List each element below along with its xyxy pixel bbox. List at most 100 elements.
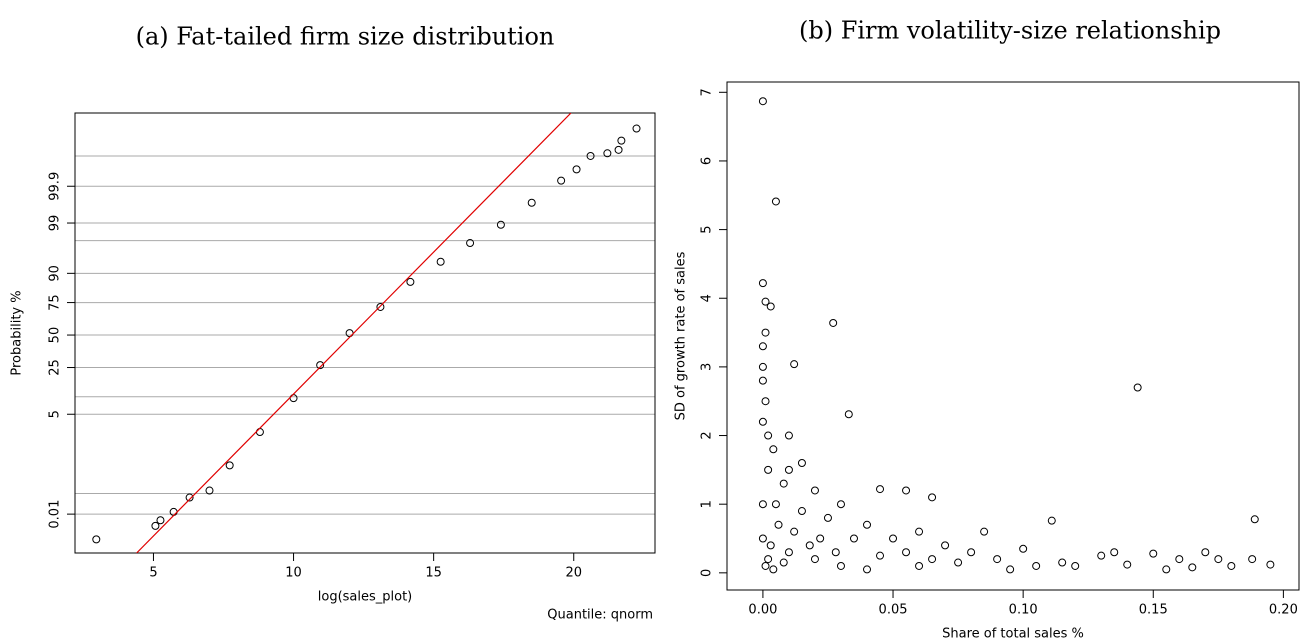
y-axis-label: Probability % <box>10 290 25 375</box>
point <box>376 302 385 311</box>
point <box>603 149 612 158</box>
x-tick-label: 0.05 <box>879 603 908 618</box>
y-tick-label: 1 <box>700 500 715 508</box>
y-tick-label: 99 <box>48 215 63 232</box>
point <box>1201 548 1210 557</box>
point <box>632 124 641 133</box>
point <box>764 555 773 564</box>
point <box>586 151 595 160</box>
x-tick-label: 20 <box>565 566 582 581</box>
point <box>915 527 924 536</box>
point <box>764 465 773 474</box>
point <box>771 500 780 509</box>
point <box>779 479 788 488</box>
point <box>1250 515 1259 524</box>
point <box>1071 561 1080 570</box>
point <box>980 527 989 536</box>
point <box>1110 548 1119 557</box>
annotation: Quantile: qnorm <box>547 608 653 623</box>
plot-frame <box>74 112 656 554</box>
point <box>941 541 950 550</box>
point <box>849 534 858 543</box>
point <box>766 302 775 311</box>
x-tick-label: 10 <box>285 566 302 581</box>
point <box>790 527 799 536</box>
point <box>1214 555 1223 564</box>
point <box>836 500 845 509</box>
y-tick-label: 99.9 <box>48 172 63 201</box>
point <box>406 277 415 286</box>
x-axis-label: Share of total sales % <box>942 627 1084 642</box>
point <box>758 417 767 426</box>
point <box>557 176 566 185</box>
y-tick-label: 6 <box>700 157 715 165</box>
point <box>316 361 325 370</box>
point <box>915 561 924 570</box>
point <box>1248 555 1257 564</box>
point <box>784 548 793 557</box>
point <box>1149 549 1158 558</box>
point <box>967 548 976 557</box>
x-tick-label: 0.20 <box>1269 603 1298 618</box>
y-tick-label: 5 <box>700 225 715 233</box>
point <box>156 516 165 525</box>
point <box>774 520 783 529</box>
point <box>784 465 793 474</box>
point <box>761 561 770 570</box>
point <box>1188 563 1197 572</box>
point <box>1227 561 1236 570</box>
y-tick-label: 50 <box>48 327 63 344</box>
point <box>1162 565 1171 574</box>
y-tick-label: 90 <box>48 265 63 282</box>
point <box>1175 555 1184 564</box>
point <box>758 500 767 509</box>
chart-title: (a) Fat-tailed firm size distribution <box>136 23 555 51</box>
point <box>797 459 806 467</box>
x-tick-label: 5 <box>149 566 157 581</box>
point <box>185 493 194 502</box>
point <box>436 257 445 266</box>
point <box>810 486 819 495</box>
point <box>863 520 872 529</box>
point <box>764 431 773 440</box>
point <box>876 485 885 494</box>
point <box>1123 560 1132 569</box>
point <box>1266 560 1275 569</box>
point <box>92 535 101 544</box>
point <box>758 534 767 543</box>
x-tick-label: 0.10 <box>1009 603 1038 618</box>
y-tick-label: 5 <box>48 410 63 418</box>
x-axis-label: log(sales_plot) <box>318 590 413 605</box>
reference-line <box>136 113 572 553</box>
point <box>761 397 770 406</box>
point <box>805 541 814 550</box>
x-tick-label: 15 <box>425 566 442 581</box>
y-tick-label: 0.01 <box>48 500 63 529</box>
point <box>1058 558 1067 567</box>
point <box>831 548 840 557</box>
point <box>758 342 767 351</box>
point <box>758 362 767 371</box>
y-tick-label: 75 <box>48 294 63 311</box>
point <box>797 507 806 516</box>
point <box>527 198 536 207</box>
x-tick-label: 0.00 <box>748 603 777 618</box>
point <box>1097 551 1106 560</box>
point <box>954 558 963 567</box>
point <box>889 534 898 543</box>
point <box>466 239 475 248</box>
y-tick-label: 4 <box>700 294 715 302</box>
point <box>928 493 937 502</box>
point <box>1032 561 1041 570</box>
point <box>1047 516 1056 525</box>
point <box>151 521 160 530</box>
y-tick-label: 7 <box>700 88 715 96</box>
chart-title: (b) Firm volatility-size relationship <box>799 17 1221 45</box>
point <box>769 565 778 574</box>
y-tick-label: 2 <box>700 431 715 439</box>
point <box>496 220 505 229</box>
point <box>769 445 778 454</box>
point <box>784 431 793 440</box>
point <box>1133 383 1142 392</box>
point <box>863 565 872 574</box>
